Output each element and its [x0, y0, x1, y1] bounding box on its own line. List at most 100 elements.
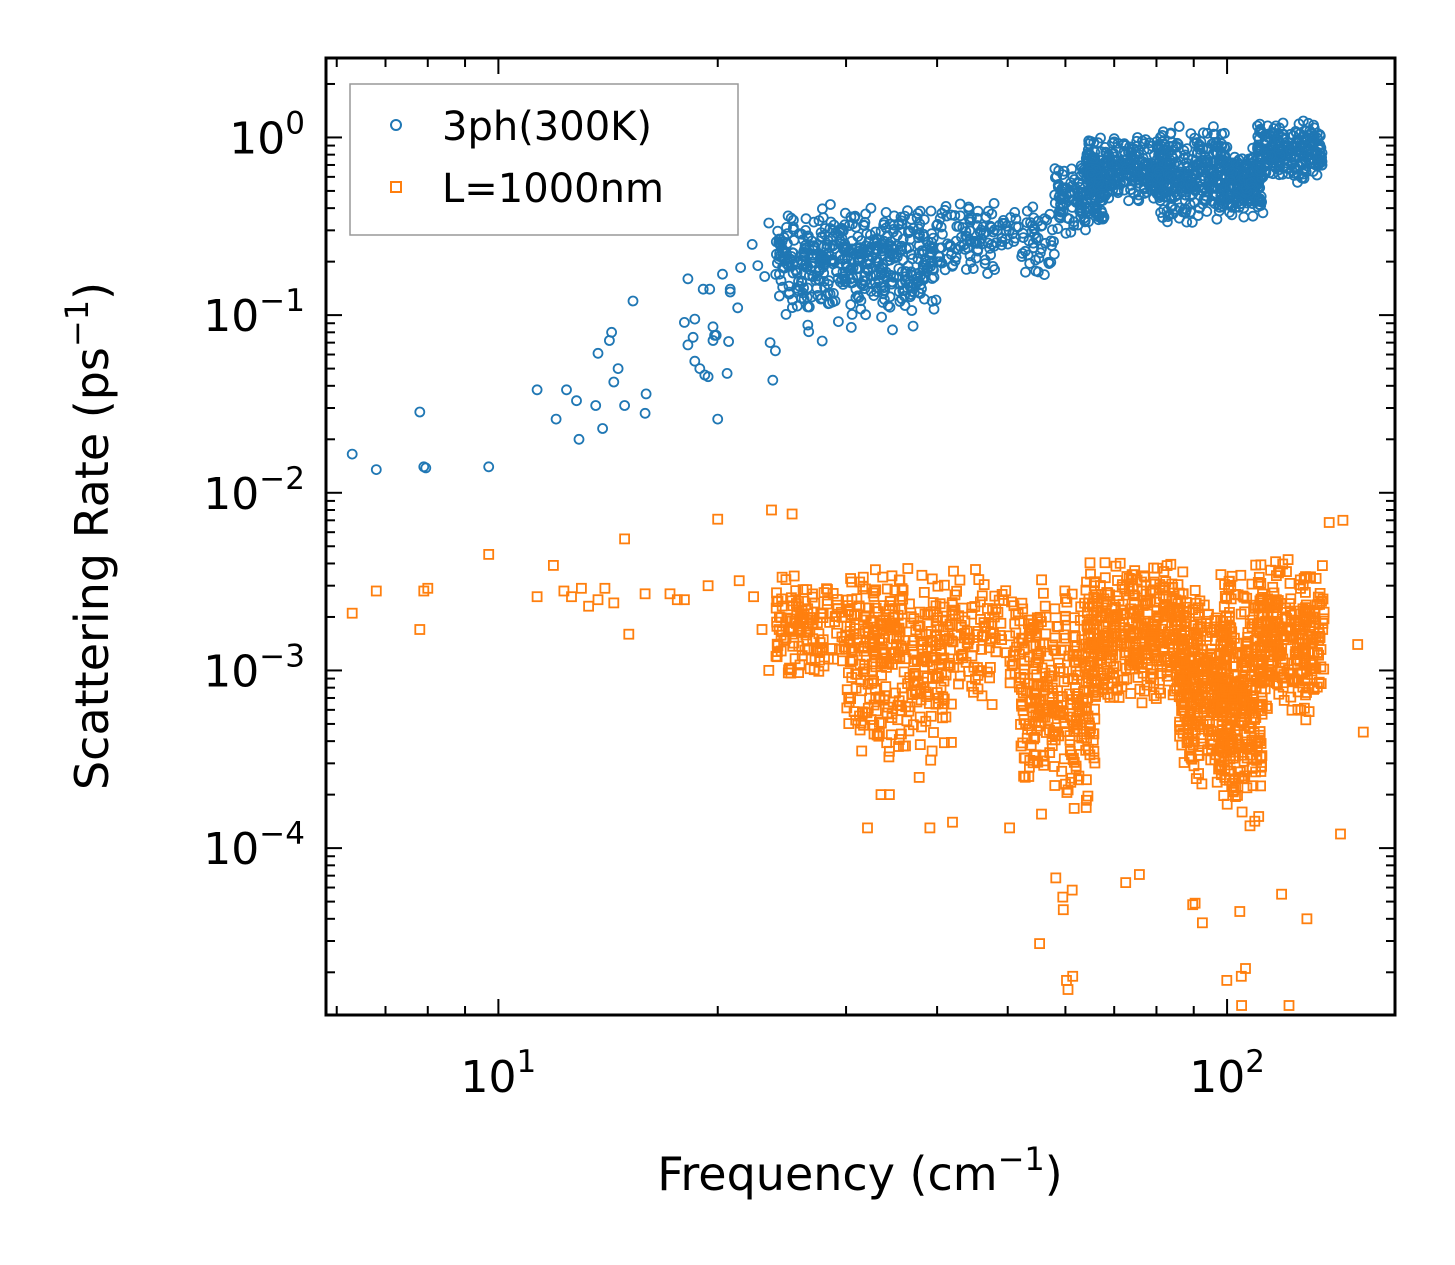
data-point [1167, 602, 1179, 614]
data-point [782, 228, 793, 240]
data-point [1193, 749, 1205, 761]
data-point [759, 271, 771, 282]
data-point [1198, 706, 1210, 718]
data-point [1189, 132, 1200, 144]
data-point [896, 728, 907, 740]
data-point [781, 221, 792, 233]
data-point [1246, 761, 1258, 773]
data-point [1090, 589, 1102, 601]
data-point [1015, 672, 1027, 683]
data-point [1232, 724, 1243, 735]
data-point [1218, 659, 1230, 671]
data-point [608, 597, 620, 609]
data-point [868, 591, 880, 602]
data-point [1183, 685, 1195, 696]
data-point [1028, 212, 1040, 224]
data-point [802, 608, 814, 620]
data-point [1161, 157, 1172, 169]
data-point [1225, 593, 1237, 605]
data-point [944, 660, 956, 671]
data-point [926, 573, 938, 585]
data-point [893, 286, 905, 298]
data-point [795, 625, 806, 637]
data-point [968, 686, 979, 698]
data-point [1198, 127, 1209, 139]
data-point [748, 591, 759, 603]
data-point [1133, 177, 1145, 189]
data-point [1046, 740, 1058, 751]
data-point [993, 594, 1005, 606]
data-point [1198, 675, 1210, 687]
data-point [825, 216, 837, 228]
data-point [1265, 660, 1277, 672]
data-point [566, 591, 577, 603]
data-point [1165, 179, 1176, 191]
data-point [1352, 639, 1364, 650]
data-point [854, 658, 866, 670]
data-point [697, 283, 709, 295]
data-point [1154, 582, 1166, 594]
data-point [1017, 737, 1029, 749]
data-point [1068, 803, 1080, 814]
data-point [732, 302, 744, 314]
data-point [1241, 742, 1252, 754]
data-point [763, 665, 775, 676]
data-point [988, 628, 999, 639]
data-point [898, 666, 910, 678]
data-point [1081, 794, 1092, 806]
data-point [961, 637, 973, 648]
data-point [1182, 671, 1193, 683]
data-point [531, 384, 543, 396]
data-point [1256, 602, 1268, 614]
legend: 3ph(300K) L=1000nm [349, 83, 739, 236]
data-point [1206, 649, 1218, 661]
data-point [967, 263, 979, 275]
data-point [1227, 706, 1238, 718]
data-point [1105, 180, 1117, 192]
data-point [811, 282, 823, 294]
data-point [1034, 938, 1045, 949]
data-point [902, 205, 913, 217]
data-point [1297, 614, 1309, 626]
data-point [1172, 138, 1184, 150]
data-point [682, 339, 694, 351]
data-point [689, 355, 701, 367]
data-point [1069, 621, 1081, 632]
data-point [1120, 662, 1132, 674]
data-point [712, 513, 724, 525]
data-point [912, 208, 924, 219]
data-point [1192, 210, 1204, 221]
data-point [1151, 136, 1163, 148]
data-point [1049, 780, 1061, 791]
data-point [1292, 704, 1304, 715]
data-point [1167, 582, 1179, 593]
data-point [1210, 612, 1222, 624]
data-point [884, 254, 896, 266]
data-point [1200, 194, 1212, 206]
data-point [592, 594, 604, 606]
data-point [619, 400, 630, 411]
data-point [1357, 726, 1369, 738]
data-point [1201, 205, 1213, 217]
data-point [702, 580, 714, 592]
tick-labels: 101 102 100 10−1 10−2 10−3 10−4 [203, 105, 1265, 1103]
data-point [1186, 216, 1198, 228]
data-point [881, 583, 893, 595]
data-point [1048, 236, 1059, 247]
data-point [803, 326, 815, 338]
data-point [1230, 791, 1241, 802]
data-point [986, 699, 998, 710]
data-point [1043, 670, 1055, 682]
data-point [1190, 155, 1202, 166]
data-point [1057, 904, 1069, 916]
data-point [1128, 143, 1140, 155]
data-point [925, 754, 937, 766]
data-point [988, 197, 1000, 209]
data-point [850, 283, 862, 295]
series-3ph-300k [346, 115, 1328, 476]
data-point [1238, 211, 1250, 223]
data-point [1252, 120, 1263, 132]
data-point [764, 337, 776, 349]
data-point [1118, 674, 1130, 686]
y-tick-label: 10−4 [203, 816, 305, 875]
